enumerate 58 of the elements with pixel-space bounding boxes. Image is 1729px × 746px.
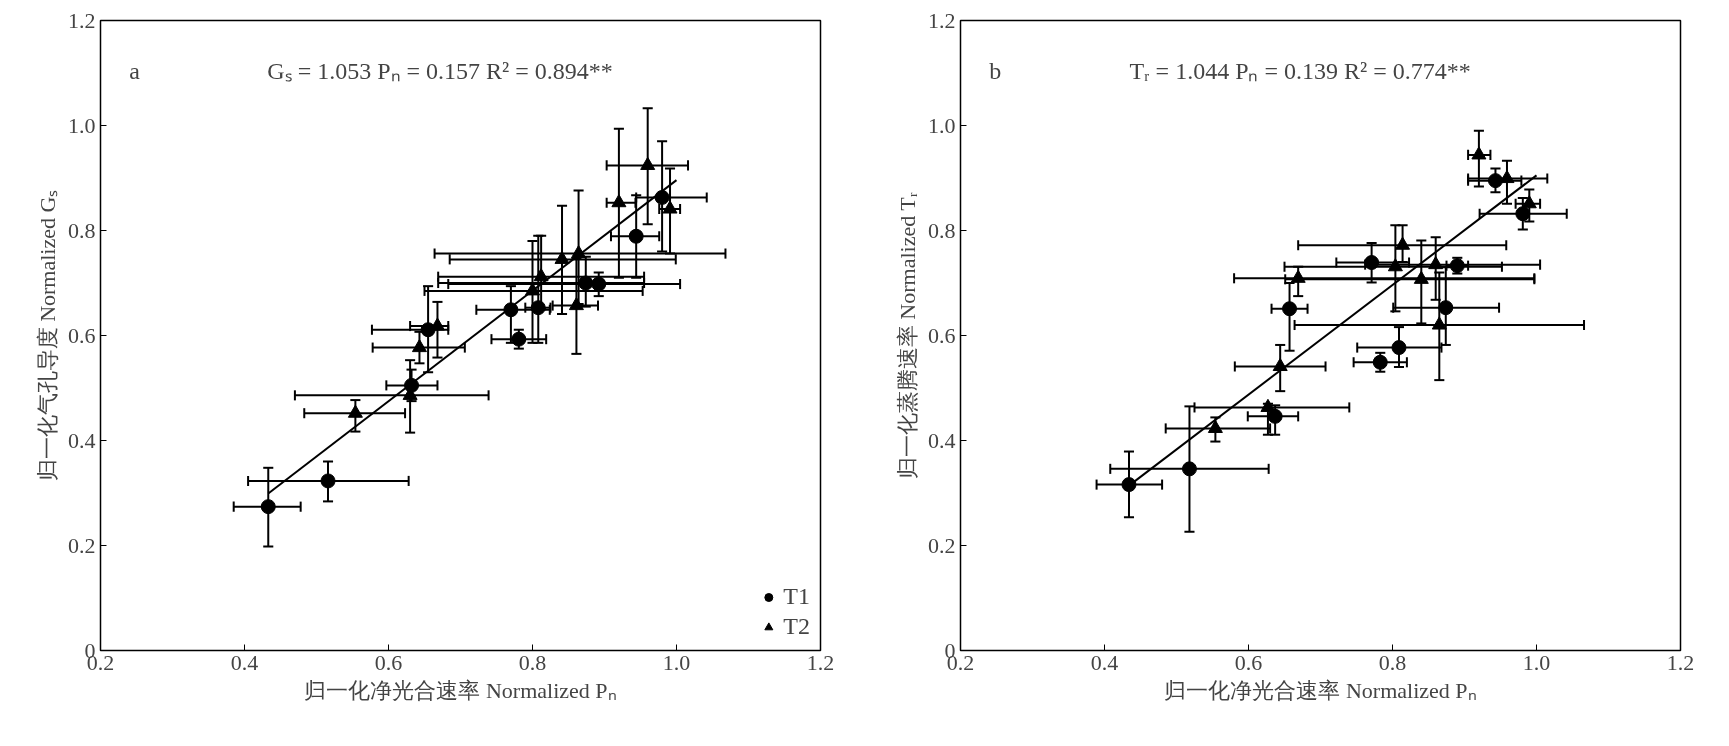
- point: [662, 200, 678, 214]
- point: [611, 194, 627, 208]
- point: [1290, 269, 1306, 283]
- point: [411, 338, 427, 353]
- y-tick-label: 0.8: [928, 217, 956, 243]
- point: [1471, 146, 1487, 160]
- y-tick-label: 1.2: [928, 7, 956, 33]
- point: [628, 228, 644, 244]
- point: [1438, 300, 1454, 316]
- point: [1387, 258, 1403, 272]
- y-tick-label: 0.2: [928, 532, 956, 558]
- point: [1428, 256, 1444, 270]
- y-tick-label: 1.2: [68, 7, 96, 33]
- point: [320, 473, 336, 489]
- y-tick-label: 0.4: [928, 427, 956, 453]
- annotation: b: [989, 57, 1002, 84]
- point: [591, 276, 607, 292]
- point: [1282, 301, 1298, 317]
- y-axis-title: 归一化蒸腾速率 Normalized Tᵣ: [895, 192, 920, 480]
- y-tick-label: 1.0: [928, 112, 956, 138]
- point: [1431, 316, 1447, 330]
- legend-label: T2: [783, 613, 810, 640]
- x-tick-label: 0.6: [1234, 649, 1263, 675]
- point: [640, 156, 656, 170]
- x-tick-label: 0.8: [1378, 649, 1407, 675]
- x-tick-label: 1.2: [1666, 649, 1695, 675]
- point: [533, 268, 549, 282]
- point: [1181, 461, 1197, 477]
- x-tick-label: 0.4: [1090, 649, 1119, 675]
- y-tick-label: 0.6: [68, 322, 96, 348]
- point: [347, 404, 363, 418]
- y-tick-label: 0.2: [68, 532, 96, 558]
- point: [1413, 270, 1429, 284]
- annotation: a: [129, 57, 141, 84]
- point: [1391, 340, 1407, 356]
- annotation: Tᵣ = 1.044 Pₙ = 0.139 R² = 0.774**: [1129, 57, 1471, 84]
- point: [1121, 477, 1137, 493]
- point: [1267, 408, 1283, 424]
- x-tick-label: 0.4: [230, 649, 259, 675]
- x-axis-title: 归一化净光合速率 Normalized Pₙ: [1164, 677, 1477, 703]
- point: [554, 250, 570, 264]
- x-tick-label: 1.0: [1522, 649, 1551, 675]
- x-tick-label: 0.6: [374, 649, 403, 675]
- annotation: Gₛ = 1.053 Pₙ = 0.157 R² = 0.894**: [267, 57, 613, 84]
- x-tick-label: 1.2: [806, 649, 835, 675]
- point: [1395, 236, 1411, 250]
- point: [260, 499, 276, 515]
- y-tick-label: 0.8: [68, 217, 96, 243]
- legend-label: T1: [783, 583, 810, 610]
- x-axis-title: 归一化净光合速率 Normalized Pₙ: [304, 677, 617, 703]
- y-tick-label: 1.0: [68, 112, 96, 138]
- y-axis-title: 归一化气孔导度 Normalized Gₛ: [35, 189, 60, 482]
- x-tick-label: 0.8: [518, 649, 547, 675]
- point: [1521, 195, 1537, 209]
- y-tick-label: 0.6: [928, 322, 956, 348]
- point: [1272, 357, 1288, 372]
- x-tick-label: 1.0: [662, 649, 691, 675]
- y-tick-label: 0.4: [68, 427, 96, 453]
